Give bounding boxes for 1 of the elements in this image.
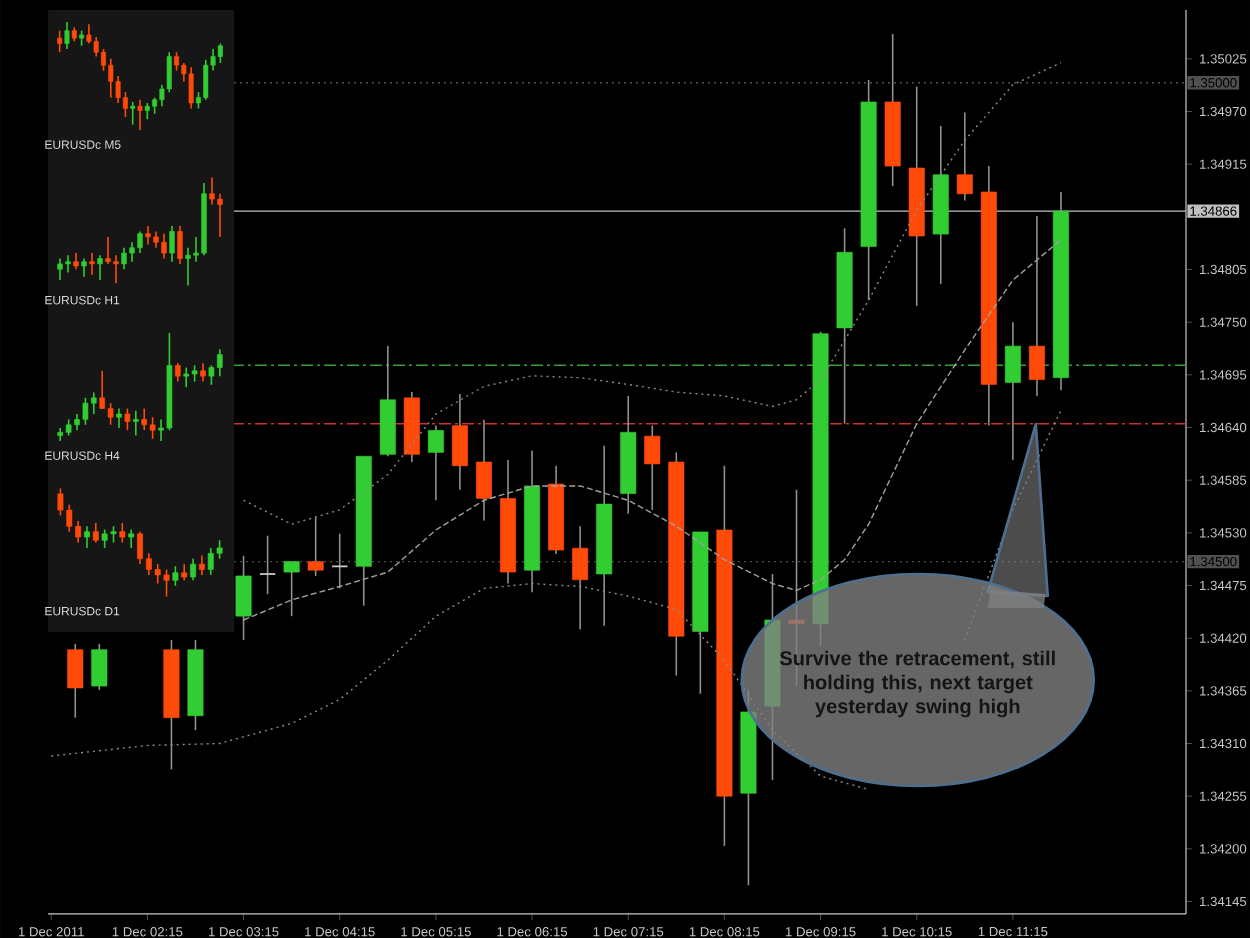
annotation: Survive the retracement, still holding this, next target yesterday swing high — [779, 650, 1055, 718]
